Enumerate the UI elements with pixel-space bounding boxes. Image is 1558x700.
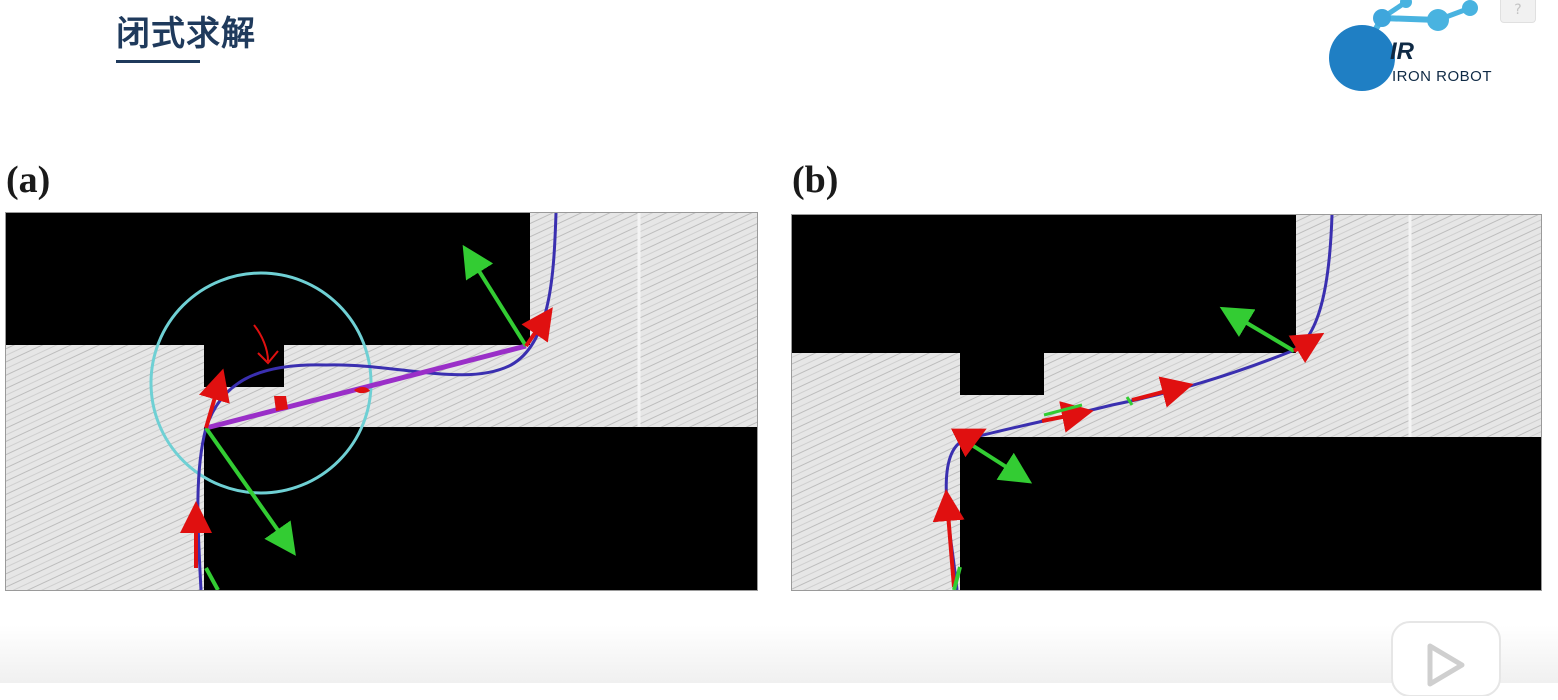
marker-blob xyxy=(354,387,370,394)
panel-b-label: (b) xyxy=(792,159,839,201)
green-normal-arrow xyxy=(204,567,220,590)
green-normal-arrow xyxy=(204,426,296,556)
free-space-region xyxy=(6,213,757,590)
panel-a xyxy=(5,212,758,591)
slide-title: 闭式求解 xyxy=(116,14,256,54)
video-play-button[interactable] xyxy=(1390,606,1502,697)
red-tangent-arrow xyxy=(1288,332,1325,364)
panel-a-label: (a) xyxy=(6,159,51,201)
red-tangent-arrow xyxy=(199,368,230,429)
red-tangent-arrow xyxy=(950,428,987,458)
red-tangent-arrow xyxy=(1131,376,1194,408)
search-circle xyxy=(149,271,373,495)
annotation-arrow-head xyxy=(257,350,279,365)
green-normal-arrow xyxy=(462,244,528,348)
green-normal-arrow xyxy=(1219,306,1296,353)
panel-b xyxy=(791,214,1542,591)
red-tangent-arrow xyxy=(932,489,965,588)
straight-segment xyxy=(205,343,527,431)
trajectory-path xyxy=(944,215,1334,590)
logo-name: IRON ROBOT xyxy=(1392,68,1493,85)
annotation-arrow xyxy=(253,324,269,362)
bottom-gradient xyxy=(0,625,1558,683)
play-icon[interactable] xyxy=(1390,606,1502,697)
marker-blob xyxy=(274,396,288,411)
red-tangent-arrow xyxy=(521,307,553,348)
iron-robot-logo: IR IRON ROBOT xyxy=(1320,0,1520,100)
green-normal-arrow xyxy=(1043,403,1083,417)
logo-mark-icon xyxy=(1329,0,1478,91)
help-icon[interactable]: ? xyxy=(1500,0,1536,23)
red-tangent-arrow xyxy=(1041,401,1094,433)
title-underline xyxy=(116,60,200,63)
logo-mark-text: IR xyxy=(1390,38,1414,65)
green-normal-arrow xyxy=(1125,396,1134,406)
green-normal-arrow xyxy=(952,566,962,590)
